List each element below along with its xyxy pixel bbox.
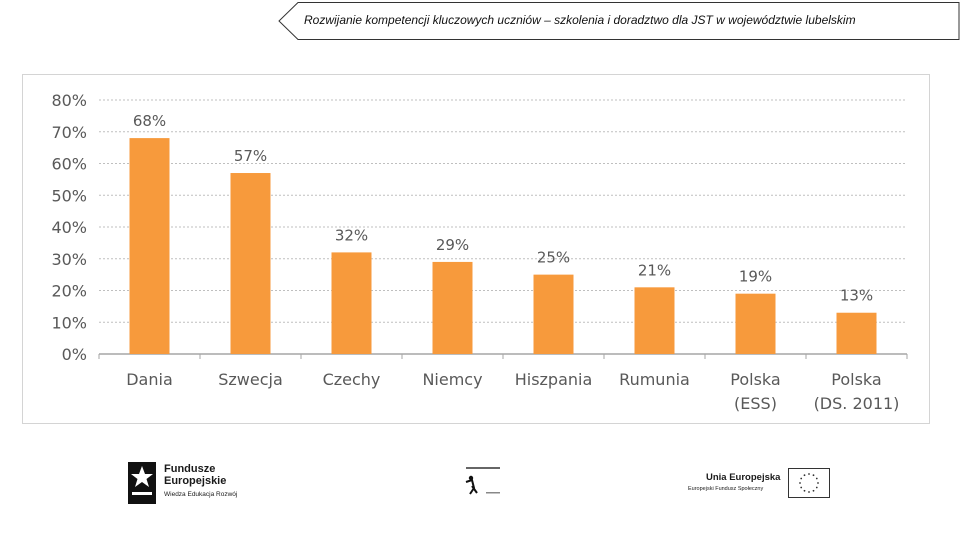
x-tick-label: Czechy (323, 370, 381, 389)
unia-europejska-logo: Unia Europejska Europejski Fundusz Społe… (688, 468, 834, 500)
data-label: 25% (537, 249, 570, 267)
x-tick-label: Dania (126, 370, 173, 389)
ue-logo-fund: Europejski Fundusz Społeczny (688, 486, 764, 492)
y-tick-label: 50% (51, 186, 87, 205)
bar (432, 261, 473, 354)
bar (735, 293, 776, 354)
chart-frame: 0% 10% 20% 30% 40% 50% 60% 70% 80% 68% Dania 57% Szw… (22, 74, 930, 424)
y-tick-label: 20% (51, 282, 87, 301)
fe-logo-name: Fundusze Europejskie (164, 463, 227, 487)
data-label: 68% (133, 112, 166, 130)
bar (836, 312, 877, 354)
data-label: 21% (638, 261, 671, 279)
bar (129, 138, 170, 354)
fe-logo-tagline: Wiedza Edukacja Rozwój (164, 491, 238, 498)
header-banner: Rozwijanie kompetencji kluczowych ucznió… (278, 2, 960, 40)
fe-star-mark-icon (128, 462, 156, 504)
bar (533, 274, 574, 354)
data-label: 13% (840, 287, 873, 305)
fundusze-europejskie-logo: Fundusze Europejskie Wiedza Edukacja Roz… (128, 462, 268, 506)
data-label: 29% (436, 236, 469, 254)
eu-flag-icon (788, 468, 830, 498)
data-label: 57% (234, 147, 267, 165)
y-tick-label: 40% (51, 218, 87, 237)
partner-figure-icon (465, 467, 500, 495)
y-tick-label: 60% (51, 155, 87, 174)
ue-logo-name: Unia Europejska (706, 472, 781, 483)
bar (331, 252, 372, 354)
bar-chart: 0% 10% 20% 30% 40% 50% 60% 70% 80% 68% Dania 57% Szw… (51, 91, 908, 413)
y-tick-label: 30% (51, 250, 87, 269)
y-tick-label: 10% (51, 313, 87, 332)
banner-shape (278, 2, 960, 40)
y-tick-label: 0% (62, 345, 87, 364)
y-tick-label: 80% (51, 91, 87, 110)
bar (230, 173, 271, 354)
header-title: Rozwijanie kompetencji kluczowych ucznió… (304, 13, 856, 27)
x-tick-label: Polska (ESS) (730, 370, 780, 413)
x-tick-label: Polska (DS. 2011) (814, 370, 900, 413)
partner-logo (460, 464, 508, 498)
x-tick-label: Hiszpania (515, 370, 593, 389)
x-tick-label: Szwecja (218, 370, 283, 389)
x-tick-label: Rumunia (619, 370, 690, 389)
data-label: 19% (739, 268, 772, 286)
bar (634, 287, 675, 354)
y-tick-label: 70% (51, 123, 87, 142)
data-label: 32% (335, 226, 368, 244)
x-tick-label: Niemcy (422, 370, 482, 389)
